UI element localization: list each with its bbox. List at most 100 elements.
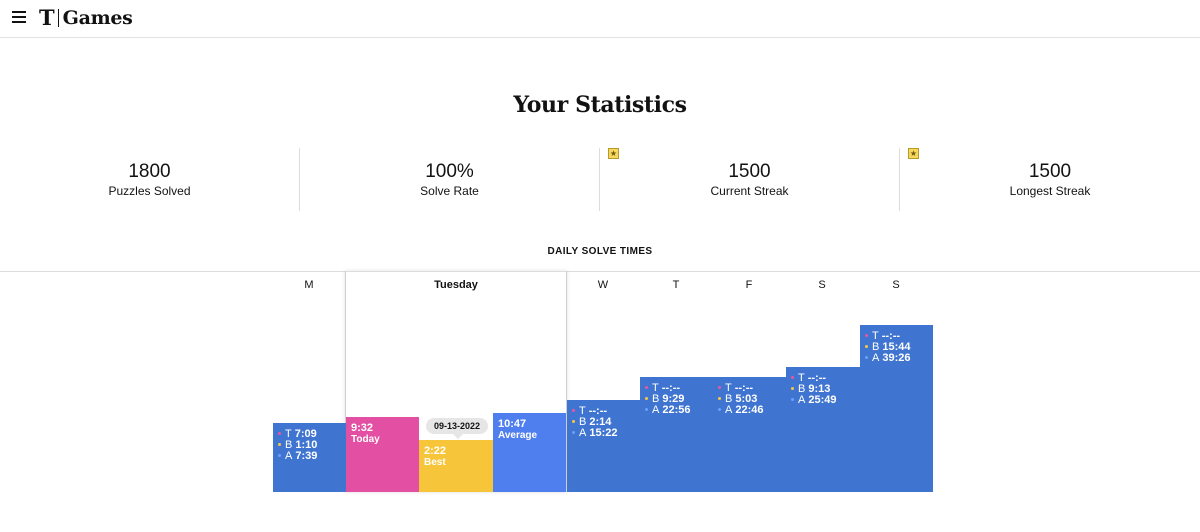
time-row-value: 7:39 [295, 450, 318, 462]
time-row-label: A [579, 427, 587, 439]
best-dot-icon [645, 396, 648, 400]
bar-caption: Today [351, 434, 380, 445]
selected-day-highlight [345, 271, 567, 492]
time-row: B 15:44 [865, 342, 910, 353]
bar-times: T 7:09 B 1:10 A 7:39 [278, 429, 317, 462]
bar-tuesday-today[interactable]: 9:32 Today [346, 417, 419, 492]
best-dot-icon [791, 386, 794, 390]
page-title: Your Statistics [513, 92, 687, 118]
day-label-sunday[interactable]: S [892, 279, 900, 291]
today-dot-icon [645, 385, 648, 389]
time-row-value: 15:22 [589, 427, 618, 439]
badge-pointer [453, 434, 463, 439]
best-dot-icon [718, 396, 721, 400]
time-row: B 9:29 [645, 394, 690, 405]
time-row-label: A [798, 394, 806, 406]
bar-time: 10:47 [498, 418, 527, 430]
time-row-label: T [725, 382, 732, 394]
average-dot-icon [645, 407, 648, 411]
stat-label: Puzzles Solved [108, 184, 191, 198]
time-row: B 1:10 [278, 440, 317, 451]
bar-thursday[interactable]: T --:-- B 9:29 A 22:56 [640, 377, 713, 492]
stats-row: 1800 Puzzles Solved 100% Solve Rate ★ 15… [0, 148, 1200, 211]
time-row-value: --:-- [588, 405, 608, 417]
day-label-friday[interactable]: F [745, 279, 753, 291]
chart-top-rule [0, 271, 1200, 272]
day-label-monday[interactable]: M [304, 279, 314, 291]
time-row-label: A [725, 404, 733, 416]
stat-value: 1500 [728, 161, 771, 182]
time-row-value: 22:46 [735, 404, 764, 416]
time-row-value: --:-- [881, 330, 901, 342]
time-row-value: --:-- [661, 382, 681, 394]
time-row: T --:-- [718, 383, 763, 394]
today-dot-icon [865, 333, 868, 337]
today-dot-icon [791, 375, 794, 379]
time-row-label: B [579, 416, 587, 428]
best-date-badge: 09-13-2022 [426, 418, 488, 434]
time-row: A 25:49 [791, 395, 836, 406]
day-label-thursday[interactable]: T [672, 279, 680, 291]
today-dot-icon [718, 385, 721, 389]
best-dot-icon [278, 442, 281, 446]
menu-icon-line [12, 16, 26, 18]
today-dot-icon [572, 408, 575, 412]
bar-times: T --:-- B 5:03 A 22:46 [718, 383, 763, 416]
average-dot-icon [791, 397, 794, 401]
time-row: A 22:56 [645, 405, 690, 416]
menu-icon[interactable] [12, 11, 26, 25]
time-row-value: 9:29 [662, 393, 685, 405]
time-row-label: B [285, 439, 293, 451]
bar-tuesday-average[interactable]: 10:47 Average [493, 413, 566, 492]
top-header: T Games [0, 0, 1200, 38]
time-row-label: A [285, 450, 293, 462]
time-row-label: B [652, 393, 660, 405]
time-row: T --:-- [645, 383, 690, 394]
bar-tuesday-best[interactable]: 2:22 Best [419, 440, 493, 492]
bar-caption: Average [498, 430, 538, 441]
time-row: A 22:46 [718, 405, 763, 416]
time-row-label: A [872, 352, 880, 364]
time-row-value: 2:14 [589, 416, 612, 428]
best-dot-icon [572, 419, 575, 423]
games-logo[interactable]: T Games [39, 6, 133, 30]
time-row: A 39:26 [865, 353, 910, 364]
time-row-value: 1:10 [295, 439, 318, 451]
day-label-wednesday[interactable]: W [597, 279, 609, 291]
time-row: T --:-- [865, 331, 910, 342]
time-row-value: 25:49 [808, 394, 837, 406]
bar-wednesday[interactable]: T --:-- B 2:14 A 15:22 [567, 400, 640, 492]
stat-label: Longest Streak [1009, 184, 1091, 198]
average-dot-icon [572, 430, 575, 434]
today-dot-icon [278, 431, 281, 435]
bar-time: 9:32 [351, 422, 374, 434]
time-row-value: 39:26 [882, 352, 911, 364]
bar-monday[interactable]: T 7:09 B 1:10 A 7:39 [273, 423, 346, 492]
time-row: A 7:39 [278, 451, 317, 462]
average-dot-icon [718, 407, 721, 411]
bar-sunday[interactable]: T --:-- B 15:44 A 39:26 [860, 325, 933, 492]
bar-times: T --:-- B 9:29 A 22:56 [645, 383, 690, 416]
time-row-label: T [652, 382, 659, 394]
time-row-value: 9:13 [808, 383, 831, 395]
stat-value: 100% [425, 161, 474, 182]
time-row: B 9:13 [791, 384, 836, 395]
time-row: T --:-- [791, 373, 836, 384]
time-row: T --:-- [572, 406, 617, 417]
day-label-tuesday[interactable]: Tuesday [434, 279, 478, 291]
time-row-value: 7:09 [294, 428, 317, 440]
time-row-value: 15:44 [882, 341, 911, 353]
time-row-label: T [798, 372, 805, 384]
bar-friday[interactable]: T --:-- B 5:03 A 22:46 [713, 377, 786, 492]
time-row-label: T [872, 330, 879, 342]
stat-solve-rate: 100% Solve Rate [300, 148, 600, 211]
stat-value: 1500 [1028, 161, 1072, 182]
day-label-saturday[interactable]: S [818, 279, 826, 291]
average-dot-icon [865, 355, 868, 359]
stat-label: Solve Rate [420, 184, 479, 198]
time-row-label: B [798, 383, 806, 395]
time-row: B 2:14 [572, 417, 617, 428]
bar-saturday[interactable]: T --:-- B 9:13 A 25:49 [786, 367, 860, 492]
daily-solve-times-heading: DAILY SOLVE TIMES [547, 246, 653, 257]
time-row-value: 5:03 [735, 393, 758, 405]
